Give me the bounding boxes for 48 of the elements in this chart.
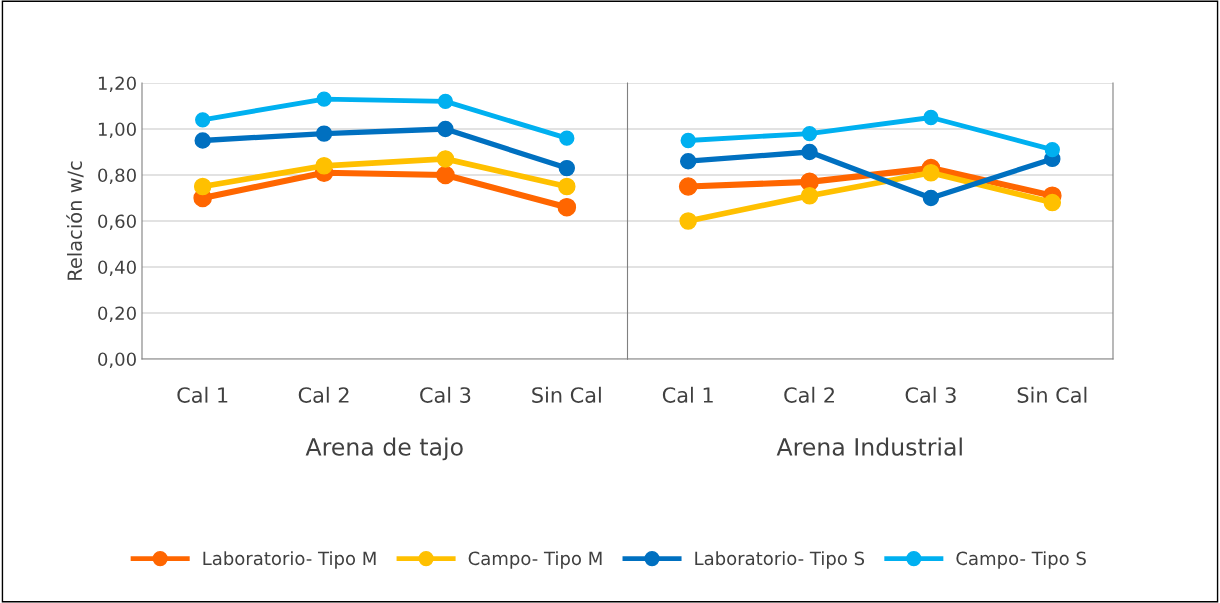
point bbox=[558, 159, 576, 177]
y-tick-label: 0,20 bbox=[98, 306, 136, 322]
point bbox=[678, 177, 698, 196]
point bbox=[800, 186, 819, 205]
x-tick-label: Sin Cal bbox=[1017, 386, 1087, 403]
point bbox=[1043, 193, 1062, 212]
point bbox=[679, 153, 697, 170]
point bbox=[557, 197, 577, 217]
y-axis-title: Relación w/c bbox=[66, 161, 84, 280]
point bbox=[193, 177, 212, 196]
point bbox=[679, 212, 697, 230]
point bbox=[315, 157, 333, 175]
point bbox=[922, 163, 940, 182]
legend-label: Laboratorio- Tipo S bbox=[695, 551, 865, 569]
x-axis-title: Arena de tajo bbox=[305, 437, 463, 461]
x-tick-label: Cal 3 bbox=[420, 386, 471, 403]
point bbox=[923, 109, 939, 126]
x-tick-label: Cal 3 bbox=[905, 386, 956, 403]
point bbox=[559, 130, 575, 146]
x-tick-label: Cal 2 bbox=[784, 386, 834, 403]
point bbox=[437, 93, 454, 110]
point bbox=[195, 112, 211, 128]
x-tick-label: Cal 1 bbox=[177, 386, 228, 403]
point bbox=[801, 125, 818, 142]
point bbox=[194, 132, 211, 149]
point bbox=[437, 120, 454, 138]
point bbox=[922, 189, 940, 207]
point bbox=[558, 177, 576, 196]
point bbox=[680, 132, 696, 149]
x-tick-label: Cal 2 bbox=[298, 386, 349, 403]
y-tick-label: 1,00 bbox=[98, 122, 136, 138]
x-tick-label: Cal 1 bbox=[662, 386, 713, 403]
legend-label: Campo- Tipo S bbox=[956, 551, 1086, 569]
legend-label: Campo- Tipo M bbox=[468, 551, 602, 569]
point bbox=[801, 143, 818, 161]
point bbox=[1044, 142, 1060, 158]
y-tick-label: 1,20 bbox=[98, 76, 136, 92]
y-tick-label: 0,60 bbox=[98, 214, 136, 230]
point bbox=[315, 125, 333, 142]
x-tick-label: Sin Cal bbox=[532, 386, 601, 403]
point bbox=[436, 165, 455, 185]
x-axis-title: Arena Industrial bbox=[776, 437, 962, 456]
legend-label: Laboratorio- Tipo M bbox=[203, 551, 376, 569]
point bbox=[316, 91, 332, 107]
point bbox=[436, 150, 455, 168]
y-tick-label: 0,40 bbox=[98, 260, 136, 276]
y-tick-label: 0,00 bbox=[98, 352, 136, 368]
y-tick-label: 0,80 bbox=[98, 168, 136, 184]
